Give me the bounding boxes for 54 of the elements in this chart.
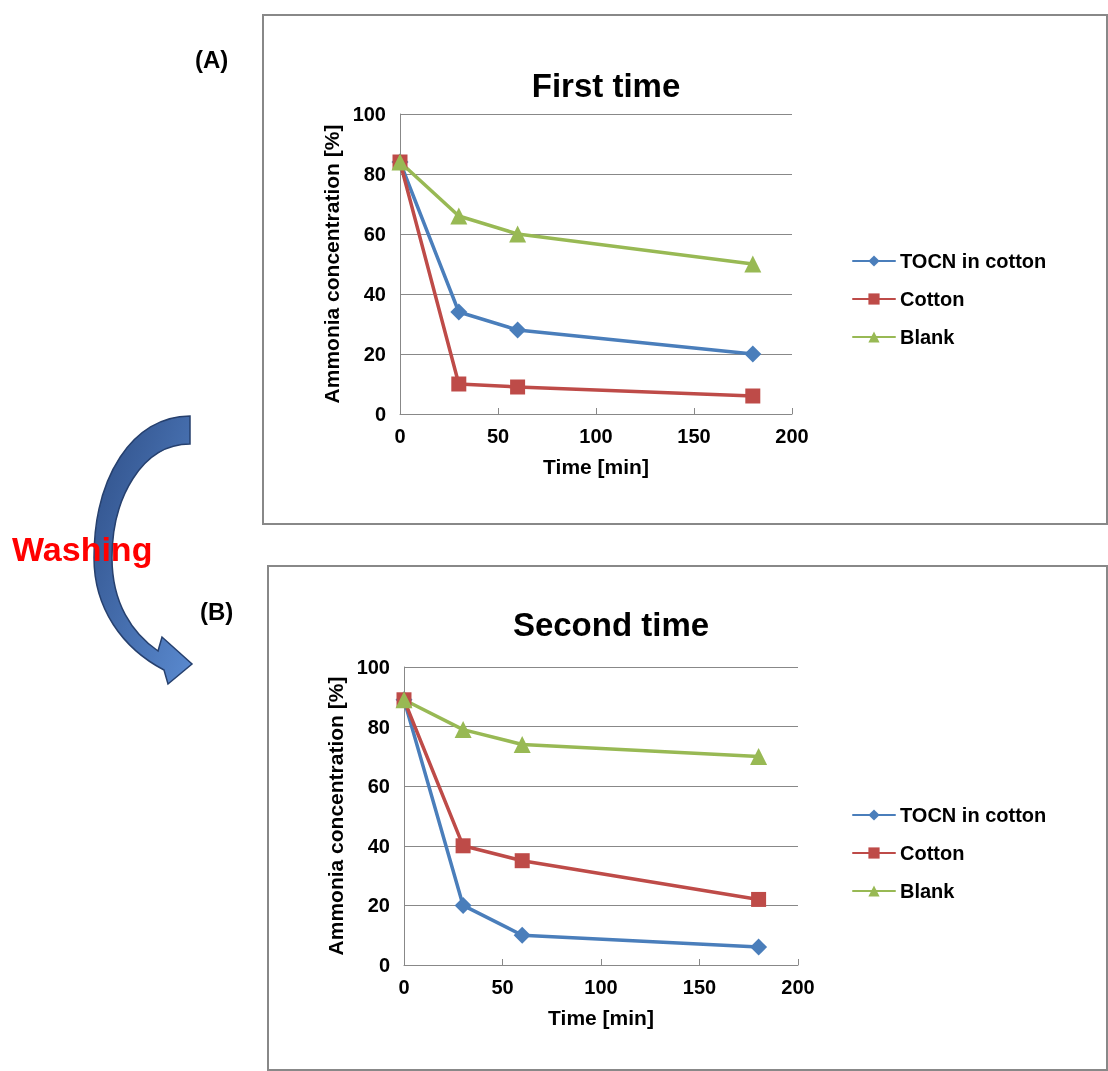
- x-tick-label: 150: [677, 425, 711, 447]
- chart-title: Second time: [512, 606, 710, 643]
- point: [513, 735, 531, 753]
- x-axis-title: Time [min]: [543, 455, 649, 478]
- legend-label: Blank: [900, 880, 956, 902]
- legend-label: Cotton: [900, 288, 965, 310]
- point: [744, 345, 762, 363]
- point: [514, 853, 530, 869]
- x-tick-label: 50: [486, 425, 510, 447]
- legend-label: Blank: [900, 326, 956, 348]
- point: [744, 255, 762, 273]
- y-tick-label: 60: [367, 775, 390, 798]
- y-tick-label: 100: [352, 103, 386, 125]
- y-tick-label: 80: [363, 163, 386, 185]
- x-tick-label: 0: [398, 976, 410, 998]
- x-tick-label: 50: [491, 976, 514, 998]
- point: [454, 721, 472, 739]
- point: [750, 747, 768, 765]
- y-tick-label: 80: [367, 715, 390, 738]
- y-tick-label: 20: [363, 343, 386, 365]
- x-tick-label: 100: [579, 425, 613, 447]
- point: [455, 838, 471, 854]
- y-tick-label: 60: [363, 223, 386, 245]
- y-tick-label: 0: [374, 403, 386, 425]
- text: (A): [195, 46, 229, 74]
- x-tick-label: 100: [584, 976, 618, 998]
- y-tick-label: 20: [367, 894, 390, 917]
- y-tick-label: 0: [378, 954, 390, 976]
- chart-title: First time: [531, 67, 681, 104]
- legend-label: TOCN in cotton: [900, 804, 1047, 826]
- point: [509, 225, 527, 243]
- point: [454, 896, 472, 914]
- point: [450, 207, 468, 225]
- x-tick-label: 0: [394, 425, 406, 447]
- point: [750, 938, 768, 956]
- legend-label: Cotton: [900, 842, 965, 864]
- point: [451, 376, 467, 392]
- text: (B): [200, 598, 234, 626]
- y-axis-title: Ammonia concentration [%]: [324, 676, 347, 956]
- y-tick-label: 40: [363, 283, 386, 305]
- x-tick-label: 150: [682, 976, 717, 998]
- point: [450, 303, 468, 321]
- x-axis-title: Time [min]: [548, 1006, 654, 1029]
- x-tick-label: 200: [781, 976, 815, 998]
- legend-label: TOCN in cotton: [900, 250, 1047, 272]
- y-axis-title: Ammonia concentration [%]: [320, 124, 343, 404]
- point: [751, 891, 767, 907]
- point: [510, 379, 526, 395]
- point: [745, 388, 761, 404]
- y-tick-label: 100: [356, 656, 390, 678]
- point: [509, 321, 527, 339]
- point: [513, 926, 531, 944]
- x-tick-label: 200: [775, 425, 809, 447]
- y-tick-label: 40: [367, 834, 390, 857]
